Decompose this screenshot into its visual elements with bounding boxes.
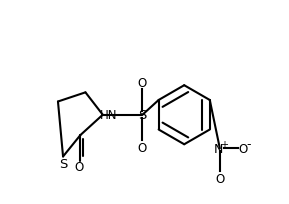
Text: S: S [138,109,147,122]
Text: O: O [75,160,84,173]
Text: +: + [220,139,228,149]
Text: -: - [246,137,251,150]
Text: O: O [138,76,147,89]
Text: O: O [138,141,147,154]
Text: O: O [239,142,248,155]
Text: HN: HN [99,109,117,122]
Text: S: S [59,157,67,170]
Text: N: N [214,142,223,155]
Text: O: O [215,173,225,185]
